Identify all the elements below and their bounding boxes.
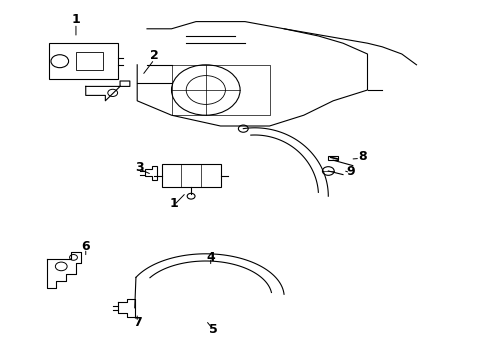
Bar — [49, 43, 118, 79]
Bar — [162, 164, 220, 187]
Text: 2: 2 — [150, 49, 159, 62]
Text: 5: 5 — [209, 323, 218, 336]
Text: 4: 4 — [206, 251, 215, 264]
Text: 6: 6 — [81, 240, 90, 253]
Text: 7: 7 — [133, 316, 142, 329]
Text: 1: 1 — [170, 197, 178, 210]
Bar — [328, 156, 338, 160]
Text: 8: 8 — [358, 150, 367, 163]
Text: 1: 1 — [72, 13, 80, 26]
Text: 9: 9 — [346, 165, 355, 177]
Bar — [76, 52, 103, 70]
Text: 3: 3 — [135, 161, 144, 174]
